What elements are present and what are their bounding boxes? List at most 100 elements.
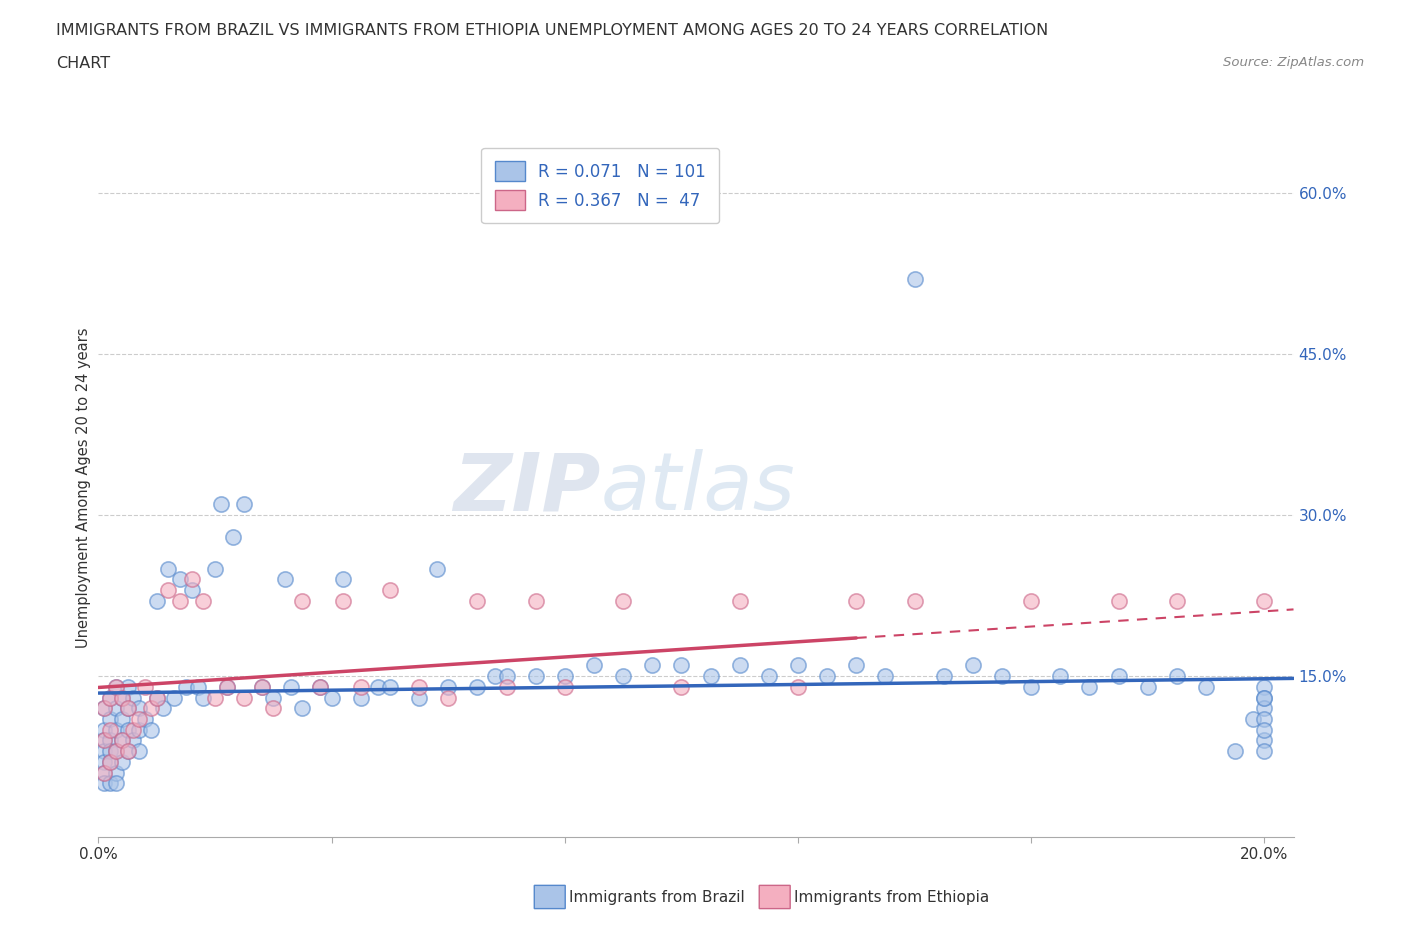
- Point: [1241, 711, 1264, 726]
- Text: ZIP: ZIP: [453, 449, 600, 527]
- Text: Immigrants from Ethiopia: Immigrants from Ethiopia: [794, 890, 990, 905]
- Point: [93, 765, 115, 780]
- Point: [332, 593, 354, 608]
- Point: [378, 679, 401, 694]
- Point: [209, 497, 232, 512]
- Point: [1166, 593, 1188, 608]
- Text: Source: ZipAtlas.com: Source: ZipAtlas.com: [1223, 56, 1364, 69]
- Point: [728, 658, 751, 672]
- Point: [169, 572, 191, 587]
- Point: [98, 776, 121, 790]
- Point: [104, 723, 127, 737]
- Point: [193, 593, 215, 608]
- Point: [111, 690, 134, 705]
- Point: [250, 679, 273, 694]
- Point: [280, 679, 302, 694]
- Text: CHART: CHART: [56, 56, 110, 71]
- Point: [495, 679, 517, 694]
- Point: [233, 690, 256, 705]
- Point: [524, 593, 547, 608]
- Point: [180, 583, 202, 598]
- Point: [1253, 679, 1275, 694]
- Point: [93, 723, 115, 737]
- Point: [93, 765, 115, 780]
- Point: [174, 679, 197, 694]
- Point: [903, 272, 925, 286]
- Point: [122, 690, 145, 705]
- Point: [367, 679, 389, 694]
- Point: [117, 744, 139, 759]
- Point: [875, 669, 897, 684]
- Text: atlas: atlas: [600, 449, 796, 527]
- Point: [378, 583, 401, 598]
- Point: [93, 733, 115, 748]
- Point: [117, 679, 139, 694]
- Point: [93, 776, 115, 790]
- Point: [122, 733, 145, 748]
- Point: [903, 593, 925, 608]
- Point: [582, 658, 605, 672]
- Point: [93, 841, 115, 856]
- Point: [262, 690, 284, 705]
- Legend: R = 0.071   N = 101, R = 0.367   N =  47: R = 0.071 N = 101, R = 0.367 N = 47: [481, 148, 720, 223]
- Point: [145, 593, 167, 608]
- Point: [671, 679, 693, 694]
- Point: [193, 690, 215, 705]
- Point: [104, 744, 127, 759]
- Point: [93, 701, 115, 716]
- Point: [1253, 701, 1275, 716]
- Point: [104, 776, 127, 790]
- Point: [117, 701, 139, 716]
- Point: [845, 658, 868, 672]
- Point: [350, 690, 373, 705]
- Point: [291, 593, 314, 608]
- Point: [408, 679, 430, 694]
- Point: [104, 701, 127, 716]
- Point: [104, 679, 127, 694]
- Point: [932, 669, 955, 684]
- Point: [1049, 669, 1071, 684]
- Point: [98, 690, 121, 705]
- Point: [1195, 679, 1218, 694]
- Point: [1078, 679, 1101, 694]
- Point: [93, 733, 115, 748]
- Point: [758, 669, 780, 684]
- Point: [98, 711, 121, 726]
- Point: [93, 754, 115, 769]
- Point: [524, 669, 547, 684]
- Point: [1253, 593, 1275, 608]
- Point: [157, 583, 180, 598]
- Text: Immigrants from Brazil: Immigrants from Brazil: [569, 890, 745, 905]
- Point: [186, 679, 208, 694]
- Point: [157, 562, 180, 577]
- Point: [180, 572, 202, 587]
- Point: [321, 690, 343, 705]
- Point: [728, 593, 751, 608]
- Point: [467, 679, 489, 694]
- Point: [1253, 744, 1275, 759]
- Point: [98, 733, 121, 748]
- Point: [262, 701, 284, 716]
- Point: [117, 723, 139, 737]
- Point: [671, 658, 693, 672]
- Point: [169, 593, 191, 608]
- Point: [699, 669, 721, 684]
- Point: [204, 562, 226, 577]
- Point: [1019, 593, 1042, 608]
- Point: [98, 754, 121, 769]
- Point: [274, 572, 297, 587]
- Point: [122, 723, 145, 737]
- Point: [128, 711, 150, 726]
- Text: IMMIGRANTS FROM BRAZIL VS IMMIGRANTS FROM ETHIOPIA UNEMPLOYMENT AMONG AGES 20 TO: IMMIGRANTS FROM BRAZIL VS IMMIGRANTS FRO…: [56, 23, 1049, 38]
- Point: [1253, 733, 1275, 748]
- Point: [309, 679, 332, 694]
- Point: [962, 658, 984, 672]
- Point: [437, 690, 460, 705]
- Point: [612, 593, 634, 608]
- Point: [1136, 679, 1159, 694]
- Point: [1108, 593, 1130, 608]
- Point: [93, 701, 115, 716]
- Point: [139, 701, 162, 716]
- Point: [1253, 723, 1275, 737]
- Point: [1253, 711, 1275, 726]
